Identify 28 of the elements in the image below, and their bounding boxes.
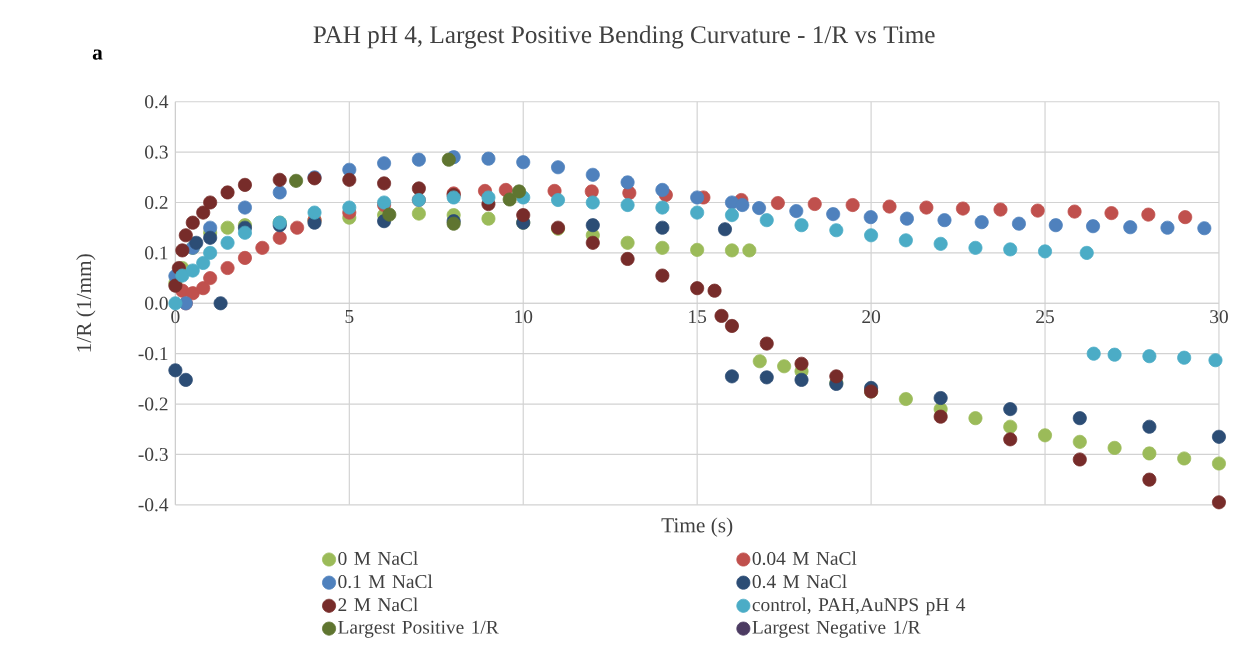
x-axis-title: Time (s): [661, 517, 733, 537]
y-tick-label: -0.4: [138, 498, 169, 512]
y-tick-label: -0.1: [138, 347, 168, 361]
chart-title: PAH pH 4, Largest Positive Bending Curvature - 1/R vs Time: [313, 25, 935, 49]
y-axis-title: 1/R (1/mm): [76, 254, 96, 352]
legend-label: control, PAH,AuNPS pH 4: [752, 597, 966, 616]
legend-label: 0.04 M NaCl: [752, 551, 857, 566]
text: a: [92, 49, 103, 60]
legend-label: 2 M NaCl: [338, 597, 418, 612]
legend-label: 0.4 M NaCl: [752, 574, 847, 589]
y-tick-label: 0.2: [145, 195, 168, 210]
x-tick-label: 0: [171, 310, 180, 324]
y-tick-label: -0.3: [138, 447, 168, 462]
x-tick-label: 20: [862, 310, 881, 324]
legend-label: 0.1 M NaCl: [338, 574, 433, 589]
x-tick-label: 30: [1210, 310, 1228, 324]
x-tick-label: 25: [1036, 310, 1054, 324]
y-tick-label: 0.1: [145, 246, 168, 260]
y-tick-label: -0.2: [138, 397, 168, 411]
y-tick-label: 0.0: [145, 296, 168, 310]
x-tick-label: 10: [515, 310, 533, 324]
legend-label: 0 M NaCl: [338, 551, 418, 565]
legend-label: Largest Negative 1/R: [752, 620, 921, 638]
x-tick-label: 15: [689, 310, 707, 324]
legend-label: Largest Positive 1/R: [338, 620, 499, 638]
y-tick-label: 0.3: [145, 145, 168, 159]
y-tick-label: 0.4: [145, 95, 169, 109]
x-tick-label: 5: [345, 310, 354, 324]
